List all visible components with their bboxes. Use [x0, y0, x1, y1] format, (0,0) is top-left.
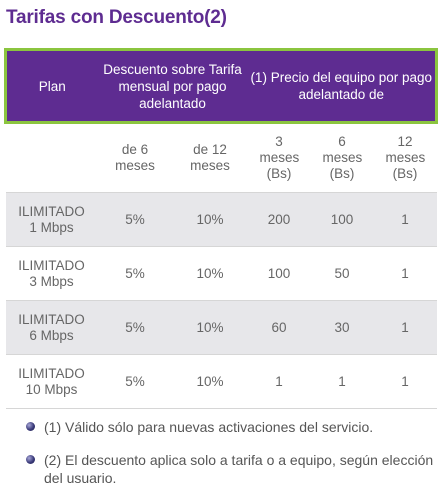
equipment-3m-cell: 1	[247, 354, 311, 409]
equipment-12m-cell: 1	[373, 246, 437, 301]
page-title: Tarifas con Descuento(2)	[6, 7, 227, 28]
table-header-row: Plan Descuento sobre Tarifa mensual por …	[4, 48, 439, 124]
table-row: ILIMITADO 3 Mbps 5% 10% 100 50 1	[5, 246, 437, 301]
discount-12m-cell: 10%	[172, 246, 248, 301]
equipment-12m-cell: 1	[373, 192, 437, 247]
discount-12m-cell: 10%	[172, 300, 248, 355]
table-row: ILIMITADO 1 Mbps 5% 10% 200 100 1	[5, 192, 437, 247]
plan-cell: ILIMITADO 10 Mbps	[5, 354, 98, 409]
equipment-12m-cell: 1	[373, 354, 437, 409]
header-discount: Descuento sobre Tarifa mensual por pago …	[97, 48, 248, 124]
footnote-text: (1) Válido sólo para nuevas activaciones…	[44, 419, 374, 435]
bullet-icon	[26, 455, 35, 464]
table-row: ILIMITADO 10 Mbps 5% 10% 1 1 1	[5, 354, 437, 409]
discount-rates-table: Plan Descuento sobre Tarifa mensual por …	[4, 48, 439, 409]
subheader-empty	[5, 122, 98, 193]
subheader-discount-12m: de 12 meses	[172, 122, 248, 193]
equipment-3m-cell: 100	[247, 246, 311, 301]
header-plan: Plan	[4, 48, 98, 124]
subheader-equipment-3m: 3 meses (Bs)	[247, 122, 311, 193]
table-subheader-row: de 6 meses de 12 meses 3 meses (Bs) 6 me…	[5, 122, 437, 193]
bullet-icon	[26, 422, 35, 431]
equipment-6m-cell: 1	[310, 354, 374, 409]
subheader-discount-6m: de 6 meses	[97, 122, 173, 193]
discount-12m-cell: 10%	[172, 354, 248, 409]
plan-cell: ILIMITADO 6 Mbps	[5, 300, 98, 355]
header-equipment-price: (1) Precio del equipo por pago adelantad…	[247, 48, 439, 124]
discount-6m-cell: 5%	[97, 300, 173, 355]
discount-6m-cell: 5%	[97, 246, 173, 301]
equipment-12m-cell: 1	[373, 300, 437, 355]
footnote-text: (2) El descuento aplica solo a tarifa o …	[44, 452, 434, 486]
footnote-item: (1) Válido sólo para nuevas activaciones…	[26, 418, 440, 436]
discount-6m-cell: 5%	[97, 192, 173, 247]
footnotes-list: (1) Válido sólo para nuevas activaciones…	[26, 418, 440, 502]
subheader-equipment-6m: 6 meses (Bs)	[310, 122, 374, 193]
equipment-6m-cell: 50	[310, 246, 374, 301]
equipment-6m-cell: 100	[310, 192, 374, 247]
equipment-3m-cell: 60	[247, 300, 311, 355]
plan-cell: ILIMITADO 3 Mbps	[5, 246, 98, 301]
footnote-item: (2) El descuento aplica solo a tarifa o …	[26, 451, 440, 487]
table-row: ILIMITADO 6 Mbps 5% 10% 60 30 1	[5, 300, 437, 355]
plan-cell: ILIMITADO 1 Mbps	[5, 192, 98, 247]
subheader-equipment-12m: 12 meses (Bs)	[373, 122, 437, 193]
discount-6m-cell: 5%	[97, 354, 173, 409]
discount-12m-cell: 10%	[172, 192, 248, 247]
equipment-6m-cell: 30	[310, 300, 374, 355]
equipment-3m-cell: 200	[247, 192, 311, 247]
